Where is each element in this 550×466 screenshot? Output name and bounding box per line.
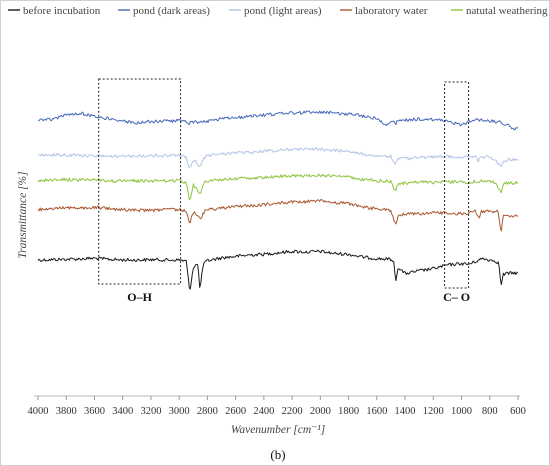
x-axis-ticks: 4000 3800 3600 3400 3200 3000 2800 2600 2400 2200… — [28, 396, 526, 417]
annotation-box-o-h — [98, 78, 182, 285]
legend-label-natutal-weathering: natutal weathering — [466, 5, 548, 17]
annotation-box-c-o — [444, 81, 470, 289]
x-tick-label-1400: 1400 — [395, 406, 416, 417]
legend-label-pond-light-areas-: pond (light areas) — [244, 5, 322, 17]
series-line-pond-light-areas- — [37, 147, 519, 168]
x-tick-label-3000: 3000 — [169, 406, 190, 417]
x-tick-label-2200: 2200 — [282, 406, 303, 417]
x-tick-label-1200: 1200 — [423, 406, 444, 417]
figure-caption: (b) — [270, 447, 285, 462]
x-tick-label-2000: 2000 — [310, 406, 331, 417]
series-line-pond-dark-areas- — [37, 110, 519, 131]
legend: before incubation pond (dark areas) pond (… — [8, 5, 548, 17]
x-axis-title: Wavenumber [cm⁻¹] — [231, 424, 325, 436]
annotation-label-o-h: O–H — [127, 290, 152, 304]
x-tick-label-800: 800 — [482, 406, 498, 417]
x-tick-label-1600: 1600 — [366, 406, 387, 417]
x-tick-label-3200: 3200 — [140, 406, 161, 417]
x-tick-label-1800: 1800 — [338, 406, 359, 417]
x-tick-label-600: 600 — [510, 406, 526, 417]
annotation-label-c-o: C– O — [443, 290, 470, 304]
x-tick-label-3400: 3400 — [112, 406, 133, 417]
legend-label-laboratory-water: laboratory water — [355, 5, 428, 17]
series-line-natutal-weathering — [37, 173, 519, 201]
x-tick-label-1000: 1000 — [451, 406, 472, 417]
x-tick-label-4000: 4000 — [28, 406, 49, 417]
legend-label-pond-dark-areas-: pond (dark areas) — [133, 5, 210, 17]
plot-series — [37, 110, 519, 290]
annotations: O–H C– O — [98, 78, 470, 304]
x-tick-label-2600: 2600 — [225, 406, 246, 417]
x-tick-label-3600: 3600 — [84, 406, 105, 417]
x-tick-label-2400: 2400 — [253, 406, 274, 417]
x-tick-label-2800: 2800 — [197, 406, 218, 417]
legend-label-before-incubation: before incubation — [23, 5, 101, 17]
x-tick-label-3800: 3800 — [56, 406, 77, 417]
series-line-laboratory-water — [37, 199, 519, 232]
y-axis-title: Transmittance [%] — [17, 171, 29, 258]
series-line-before-incubation — [37, 249, 519, 290]
